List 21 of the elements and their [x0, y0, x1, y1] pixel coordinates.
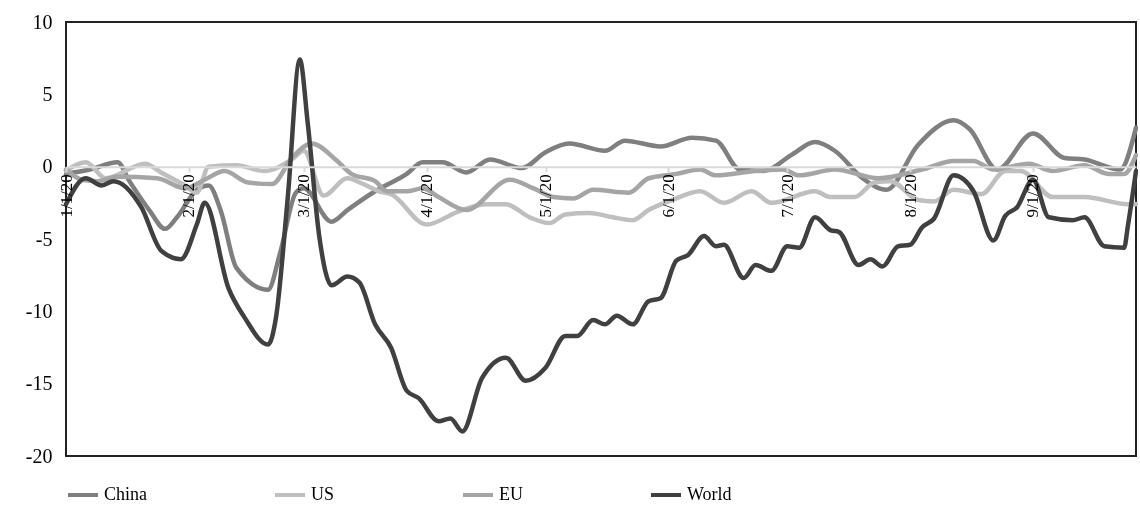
x-tick-label: 2/1/20	[179, 174, 199, 218]
x-tick-label: 3/1/20	[294, 174, 314, 218]
y-tick-label: -5	[35, 227, 53, 250]
y-tick-label: -10	[25, 299, 53, 322]
y-tick-label: 10	[32, 10, 53, 33]
legend-label: China	[104, 484, 148, 504]
y-tick-label: -20	[25, 444, 53, 467]
y-tick-label: -15	[25, 372, 53, 395]
x-tick-label: 6/1/20	[658, 174, 678, 218]
y-tick-label: 0	[42, 155, 53, 178]
x-tick-label: 7/1/20	[777, 174, 797, 218]
line-series	[63, 118, 1138, 292]
x-tick-label: 8/1/20	[900, 174, 920, 218]
legend-label: EU	[499, 484, 523, 504]
x-tick-label: 5/1/20	[536, 174, 556, 218]
line-series	[63, 148, 1138, 227]
legend-label: US	[311, 484, 335, 504]
line-series	[63, 57, 1138, 434]
legend-label: World	[687, 484, 732, 504]
y-tick-label: 5	[42, 82, 53, 105]
x-tick-label: 4/1/20	[417, 174, 437, 218]
